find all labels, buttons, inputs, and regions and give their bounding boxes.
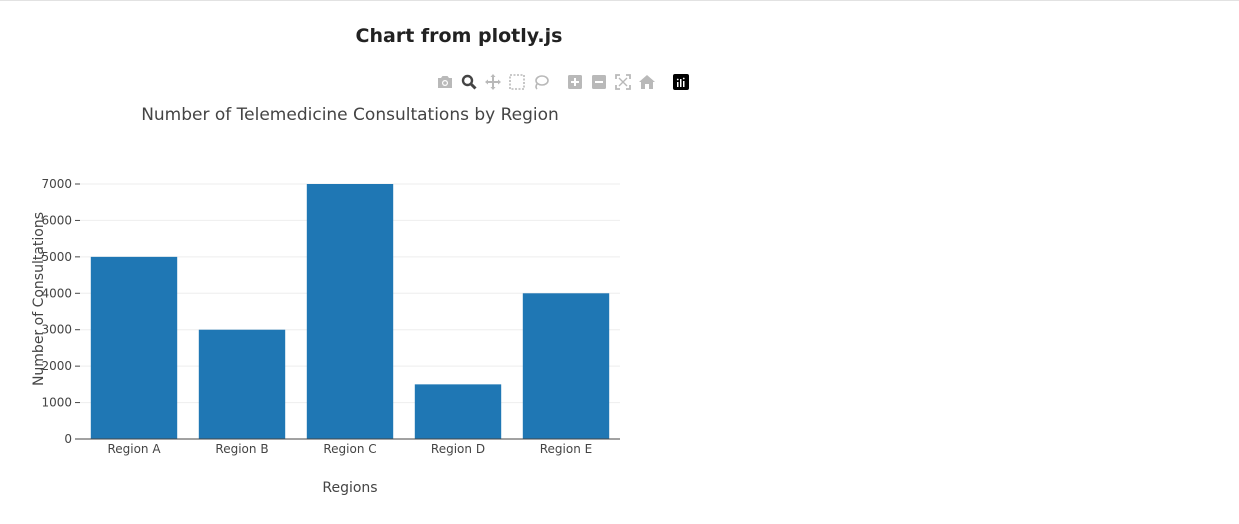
modebar (436, 73, 696, 91)
zoom-out-icon (592, 75, 606, 89)
plotly-logo-icon (673, 74, 689, 90)
y-tick-label: 7000 (41, 177, 72, 191)
y-tick-label: 4000 (41, 286, 72, 300)
zoom-out-button[interactable] (590, 73, 608, 91)
bar-region-c[interactable] (306, 184, 394, 439)
y-tick-label: 5000 (41, 250, 72, 264)
plotly-logo-link[interactable] (672, 73, 690, 91)
reset-axes-button[interactable] (638, 73, 656, 91)
bar-chart[interactable]: Number of Telemedicine Consultations by … (0, 96, 700, 524)
download-png-button[interactable] (436, 73, 454, 91)
box-select-button[interactable] (508, 73, 526, 91)
x-tick-label: Region C (323, 442, 376, 456)
autoscale-icon (615, 74, 631, 90)
bar-region-a[interactable] (90, 256, 178, 439)
zoom-icon (461, 74, 477, 90)
x-tick-labels: Region A Region B Region C Region D Region E (107, 442, 592, 456)
bars (90, 184, 610, 439)
y-tick-label: 1000 (41, 396, 72, 410)
y-tick-labels: 0 1000 2000 3000 4000 5000 6000 7000 (41, 177, 80, 446)
box-select-icon (509, 74, 525, 90)
lasso-icon (535, 75, 549, 90)
y-axis-title: Number of Consultations (31, 212, 47, 386)
y-tick-label: 2000 (41, 359, 72, 373)
y-tick-label: 0 (64, 432, 72, 446)
pan-icon (485, 74, 501, 90)
y-tick-label: 3000 (41, 323, 72, 337)
bar-region-b[interactable] (198, 329, 286, 439)
x-axis-title: Regions (322, 480, 377, 496)
home-icon (639, 75, 655, 89)
bar-region-e[interactable] (522, 293, 610, 439)
page-title: Chart from plotly.js (355, 25, 563, 47)
pan-button[interactable] (484, 73, 502, 91)
x-tick-label: Region A (107, 442, 161, 456)
zoom-in-icon (568, 75, 582, 89)
chart-container: Number of Telemedicine Consultations by … (0, 96, 700, 524)
bar-region-d[interactable] (414, 384, 502, 439)
zoom-in-button[interactable] (566, 73, 584, 91)
x-tick-label: Region E (540, 442, 592, 456)
lasso-select-button[interactable] (532, 73, 550, 91)
x-tick-label: Region B (215, 442, 268, 456)
zoom-button[interactable] (460, 73, 478, 91)
camera-icon (438, 76, 452, 88)
autoscale-button[interactable] (614, 73, 632, 91)
x-tick-label: Region D (431, 442, 485, 456)
chart-title: Number of Telemedicine Consultations by … (141, 105, 559, 125)
y-tick-label: 6000 (41, 213, 72, 227)
